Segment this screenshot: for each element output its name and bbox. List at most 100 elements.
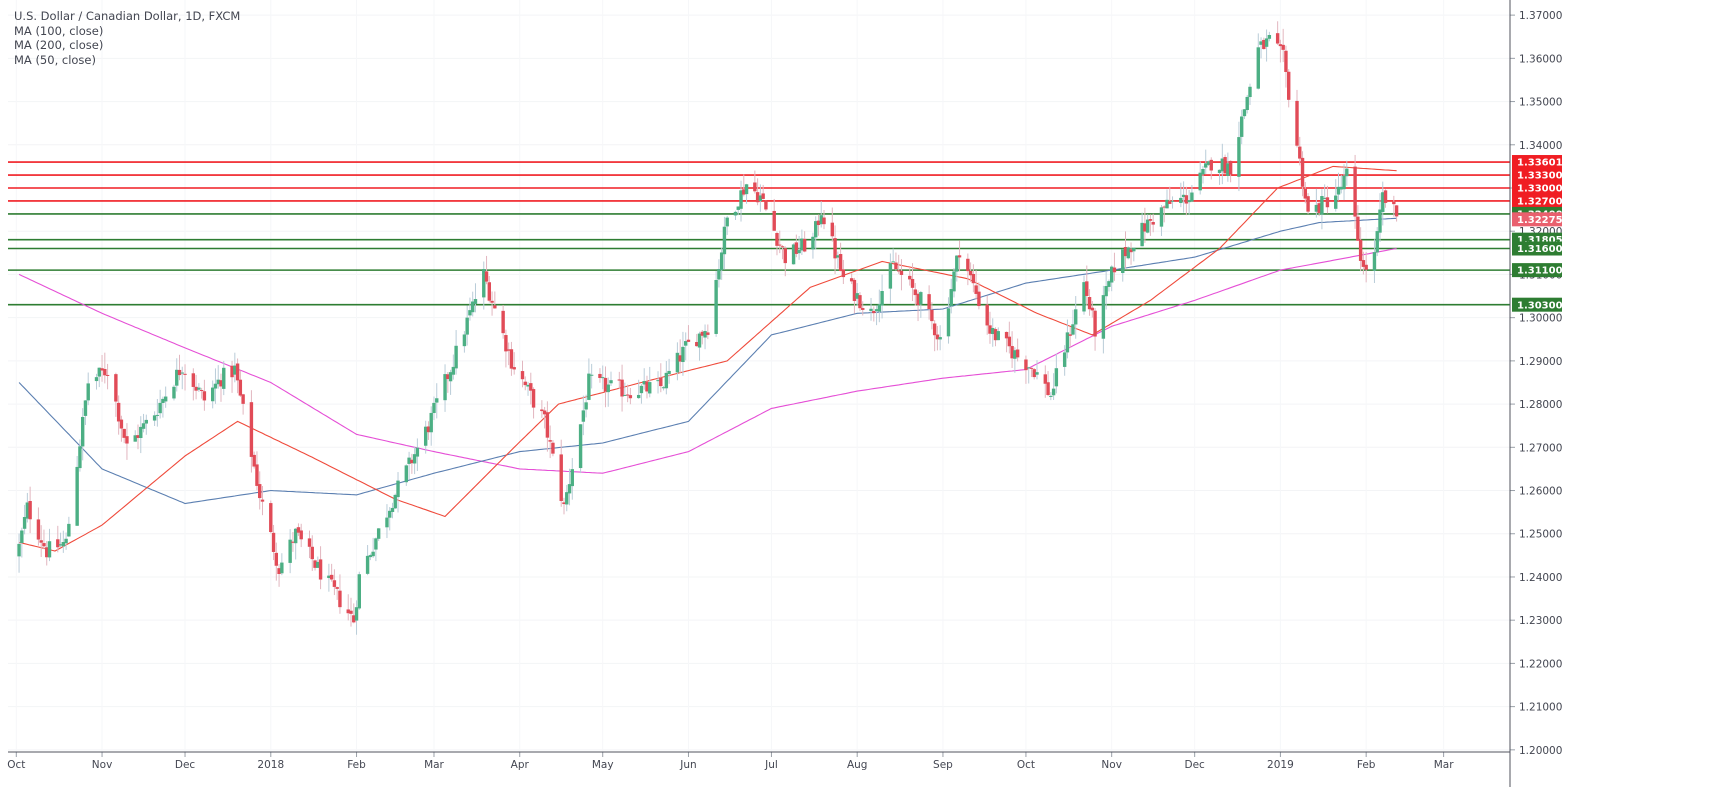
candle-up — [152, 415, 157, 421]
candle-up — [1065, 332, 1070, 353]
candle-up — [869, 308, 873, 312]
candle-down — [822, 217, 826, 225]
y-tick-label: 1.20000 — [1519, 745, 1562, 757]
candle-up — [1345, 168, 1349, 177]
candle-down — [346, 609, 350, 614]
x-tick-label: Aug — [847, 759, 868, 771]
candle-up — [1170, 200, 1175, 202]
candle-up — [606, 384, 610, 393]
candle-up — [587, 373, 591, 400]
x-tick-label: Nov — [1101, 759, 1122, 771]
x-tick-label: Jun — [679, 759, 696, 771]
candle-down — [764, 200, 768, 210]
candle-down — [548, 440, 552, 442]
candle-up — [376, 528, 381, 539]
candle-up — [584, 402, 588, 410]
candle-up — [949, 289, 953, 307]
candle-down — [935, 334, 940, 340]
level-label-box — [1512, 193, 1562, 208]
candle-down — [258, 484, 262, 499]
candle-down — [838, 254, 843, 272]
candle-down — [1287, 71, 1291, 100]
x-tick-label: Mar — [1434, 759, 1454, 771]
candle-down — [659, 377, 663, 387]
candle-up — [888, 263, 893, 289]
candle-down — [783, 248, 787, 264]
x-tick-label: Feb — [1357, 759, 1376, 771]
candle-up — [293, 528, 298, 544]
candle-down — [1024, 359, 1028, 371]
candle-up — [1165, 199, 1169, 209]
candle-up — [1320, 196, 1324, 215]
candle-down — [1148, 219, 1153, 221]
candle-down — [56, 539, 60, 548]
candle-up — [1239, 116, 1244, 137]
candle-up — [429, 412, 433, 433]
candle-up — [656, 380, 660, 382]
x-tick-label: Apr — [511, 759, 530, 771]
level-label-box — [1512, 155, 1562, 170]
candle-down — [1010, 346, 1014, 359]
candle-down — [504, 335, 508, 352]
y-tick-label: 1.37000 — [1519, 10, 1562, 22]
candle-down — [1168, 201, 1172, 204]
candle-down — [1295, 100, 1299, 146]
level-label: 1.30300 — [1517, 300, 1563, 311]
candle-up — [451, 366, 456, 375]
candle-up — [1145, 219, 1150, 233]
candle-up — [601, 377, 605, 379]
candle-down — [338, 590, 342, 608]
candle-up — [141, 423, 146, 429]
candle-up — [175, 369, 179, 386]
candle-up — [623, 394, 627, 396]
level-label: 1.31805 — [1517, 235, 1563, 246]
candle-up — [1378, 209, 1382, 233]
candle-up — [407, 457, 411, 464]
y-tick-label: 1.22000 — [1519, 658, 1562, 670]
candle-down — [542, 410, 547, 415]
candle-up — [1342, 175, 1346, 190]
level-label-box — [1512, 181, 1562, 195]
candle-up — [75, 466, 79, 526]
candle-up — [1372, 252, 1377, 271]
candle-up — [412, 454, 417, 464]
candle-up — [316, 561, 320, 568]
candle-down — [894, 262, 898, 270]
candle-up — [465, 317, 469, 335]
candle-down — [974, 285, 978, 294]
candle-up — [1082, 282, 1086, 312]
candle-down — [235, 363, 240, 381]
candle-up — [661, 387, 666, 389]
candle-down — [645, 381, 649, 392]
candle-down — [329, 574, 334, 580]
candle-up — [526, 384, 530, 387]
candle-up — [797, 249, 801, 254]
candle-up — [216, 379, 220, 385]
candle-up — [1206, 161, 1211, 165]
ma200-line — [18, 247, 1397, 474]
candle-up — [565, 492, 569, 505]
candle-down — [318, 559, 323, 580]
candle-down — [1043, 374, 1047, 384]
candle-down — [1306, 196, 1310, 212]
candle-up — [1201, 168, 1205, 175]
candle-up — [1187, 200, 1191, 203]
candle-down — [202, 391, 207, 401]
candle-down — [908, 275, 912, 280]
candle-up — [1248, 86, 1252, 98]
y-tick-label: 1.23000 — [1519, 615, 1562, 627]
candle-down — [778, 244, 782, 246]
candle-up — [722, 226, 727, 255]
candle-up — [609, 380, 613, 384]
candle-down — [775, 233, 779, 246]
candle-up — [1339, 186, 1343, 190]
candle-up — [739, 190, 743, 209]
candle-up — [938, 337, 942, 340]
candle-up — [161, 398, 165, 404]
candle-up — [1259, 41, 1263, 45]
candle-up — [133, 435, 137, 442]
y-tick-label: 1.25000 — [1519, 529, 1562, 541]
candle-up — [891, 261, 895, 263]
candle-up — [1336, 186, 1341, 195]
y-tick-label: 1.27000 — [1519, 442, 1562, 454]
